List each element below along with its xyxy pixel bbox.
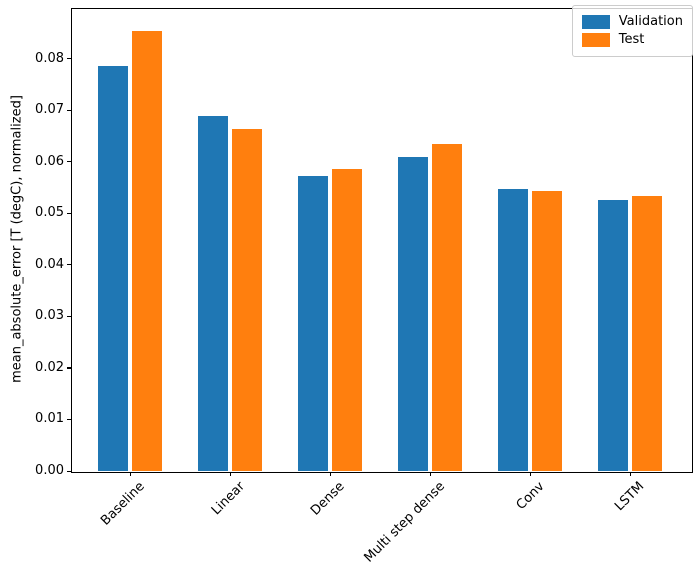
x-tick-label-baseline: Baseline — [98, 479, 148, 529]
x-tick-mark — [229, 472, 231, 476]
y-tick-label: 0.01 — [35, 411, 64, 427]
plot-area — [71, 8, 693, 473]
y-tick-label: 0.08 — [35, 50, 64, 66]
legend-swatch-validation — [581, 15, 610, 29]
x-tick-label-multi-step-dense: Multi step dense — [361, 479, 448, 566]
bar-test-dense — [332, 169, 362, 471]
y-tick-mark — [67, 367, 71, 369]
y-tick-mark — [67, 161, 71, 163]
x-tick-label-linear: Linear — [208, 479, 248, 519]
legend-entry-test: Test — [581, 32, 683, 48]
x-tick-mark — [629, 472, 631, 476]
y-tick-label: 0.06 — [35, 153, 64, 169]
bar-validation-dense — [298, 175, 328, 471]
bar-validation-conv — [498, 189, 528, 471]
bar-test-lstm — [632, 195, 662, 471]
y-tick-mark — [67, 315, 71, 317]
legend-entry-validation: Validation — [581, 14, 683, 30]
y-tick-mark — [67, 58, 71, 60]
bar-validation-baseline — [98, 66, 128, 471]
x-tick-mark — [529, 472, 531, 476]
bar-validation-linear — [198, 116, 228, 471]
legend: Validation Test — [571, 5, 693, 57]
y-tick-label: 0.04 — [35, 256, 64, 272]
x-tick-label-conv: Conv — [513, 479, 548, 513]
bar-validation-lstm — [598, 200, 628, 471]
y-tick-label: 0.00 — [35, 463, 64, 478]
y-tick-mark — [67, 264, 71, 266]
bar-test-conv — [532, 190, 562, 471]
y-axis-label: mean_absolute_error [T (degC), normalize… — [9, 95, 25, 383]
x-tick-label-lstm: LSTM — [612, 479, 648, 515]
x-tick-mark — [429, 472, 431, 476]
y-tick-mark — [67, 212, 71, 214]
y-tick-label: 0.02 — [35, 359, 64, 375]
y-tick-label: 0.05 — [35, 205, 64, 221]
legend-label-validation: Validation — [618, 14, 683, 29]
y-tick-mark — [67, 470, 71, 472]
y-tick-mark — [67, 109, 71, 111]
legend-swatch-test — [581, 33, 610, 47]
x-tick-mark — [129, 472, 131, 476]
y-tick-label: 0.07 — [35, 102, 64, 118]
x-tick-mark — [329, 472, 331, 476]
legend-label-test: Test — [618, 32, 645, 47]
x-tick-label-dense: Dense — [307, 479, 348, 519]
bar-test-multi-step-dense — [432, 143, 462, 471]
y-tick-mark — [67, 418, 71, 421]
bar-validation-multi-step-dense — [398, 157, 428, 471]
bar-test-baseline — [132, 31, 162, 471]
bar-test-linear — [232, 128, 262, 471]
y-tick-label: 0.03 — [35, 308, 64, 324]
